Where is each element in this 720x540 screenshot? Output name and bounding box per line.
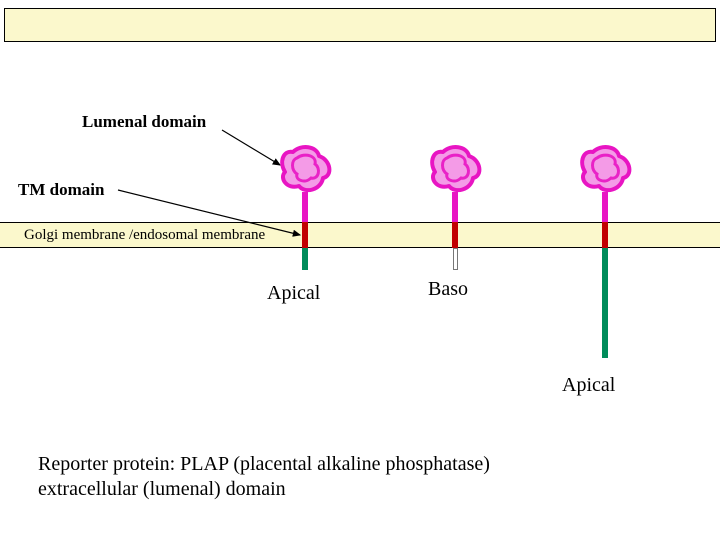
membrane-band: Golgi membrane /endosomal membrane <box>0 222 720 248</box>
lumenal-globule <box>275 142 335 198</box>
cytoplasmic-tail <box>602 248 608 358</box>
sorting-result-label: Baso <box>428 278 468 301</box>
sorting-result-label: Apical <box>267 282 320 305</box>
reporter-line2: extracellular (lumenal) domain <box>38 478 286 500</box>
stalk-magenta <box>302 192 308 222</box>
tm-segment <box>302 222 308 248</box>
reporter-caption: Reporter protein: PLAP (placental alkali… <box>38 452 490 502</box>
cytoplasmic-tail <box>302 248 308 270</box>
lumenal-domain-label: Lumenal domain <box>82 112 206 132</box>
tm-domain-label: TM domain <box>18 180 104 200</box>
lumenal-globule <box>425 142 485 198</box>
reporter-line1: Reporter protein: PLAP (placental alkali… <box>38 453 490 475</box>
stalk-magenta <box>602 192 608 222</box>
sorting-result-label: Apical <box>562 374 615 397</box>
cytoplasmic-tail <box>453 248 458 270</box>
stalk-magenta <box>452 192 458 222</box>
title-bar <box>4 8 716 42</box>
tm-segment <box>602 222 608 248</box>
tm-segment <box>452 222 458 248</box>
lumenal-globule <box>575 142 635 198</box>
